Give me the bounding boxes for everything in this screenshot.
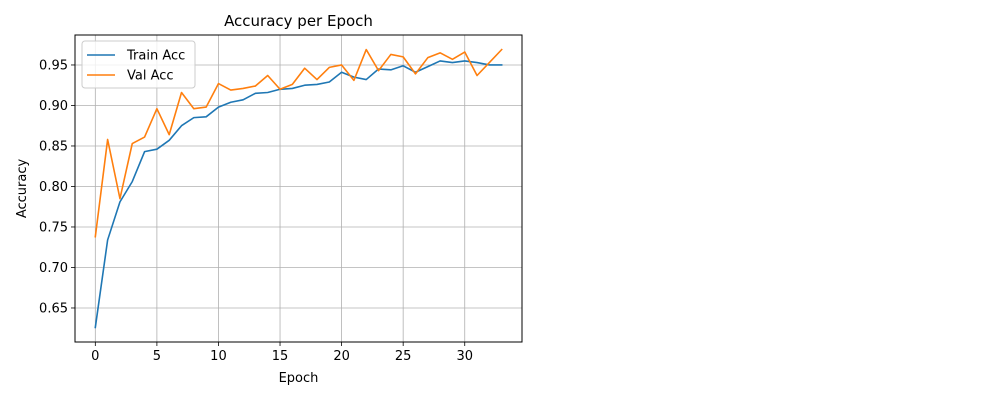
plot-frame xyxy=(74,34,523,343)
series-line-train-acc xyxy=(94,60,503,329)
x-tick-label: 5 xyxy=(153,349,161,364)
x-axis-label: Epoch xyxy=(279,371,319,386)
y-tick-label: 0.90 xyxy=(39,99,68,114)
legend-label-train: Train Acc xyxy=(126,49,185,64)
series-layer xyxy=(94,48,503,329)
x-tick-label: 15 xyxy=(272,349,289,364)
x-tick-label: 10 xyxy=(210,349,227,364)
y-tick-label: 0.80 xyxy=(39,180,68,195)
x-tick-label: 25 xyxy=(395,349,412,364)
grid xyxy=(75,35,522,342)
x-tick-label: 0 xyxy=(91,349,99,364)
y-tick-label: 0.70 xyxy=(39,261,68,276)
legend-label-val: Val Acc xyxy=(127,69,174,84)
y-tick-label: 0.75 xyxy=(39,220,68,235)
y-tick-label: 0.65 xyxy=(39,301,68,316)
legend-box xyxy=(81,40,196,89)
series-line-val-acc xyxy=(94,48,503,238)
y-tick-label: 0.95 xyxy=(39,58,68,73)
x-tick-label: 20 xyxy=(333,349,350,364)
legend: Train Acc Val Acc xyxy=(81,40,196,89)
chart-title: Accuracy per Epoch xyxy=(224,12,373,30)
y-tick-label: 0.85 xyxy=(39,139,68,154)
y-axis-label: Accuracy xyxy=(15,159,30,219)
x-tick-label: 30 xyxy=(456,349,473,364)
ticks: 0 5 10 15 20 25 30 0.65 0.70 0.75 0.80 0.85 0.90 0.95 xyxy=(39,58,473,364)
